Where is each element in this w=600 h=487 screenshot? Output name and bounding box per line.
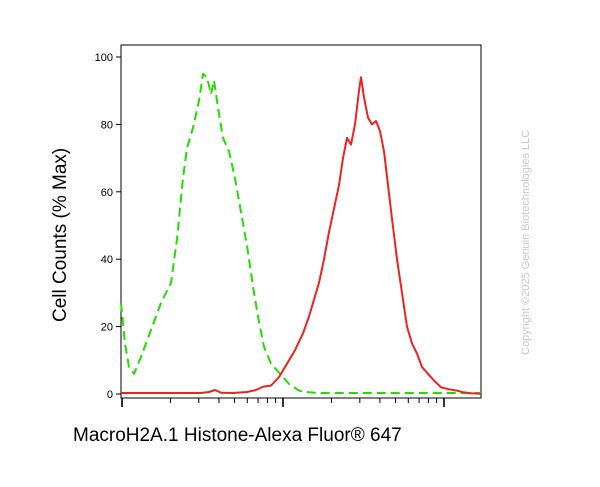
y-tick-label: 80 (101, 119, 113, 131)
y-axis: 0 20 40 60 80 100 (95, 52, 121, 401)
copyright-watermark: Copyright ©2025 Genuin Biotechnologies L… (520, 130, 532, 355)
y-tick-label: 20 (101, 322, 113, 334)
series-2-line (121, 76, 482, 395)
y-tick-label: 0 (107, 389, 113, 401)
x-axis-title: MacroH2A.1 Histone-Alexa Fluor® 647 (73, 425, 402, 446)
y-tick-label: 60 (101, 187, 113, 199)
y-tick-label: 100 (95, 52, 113, 64)
plot-frame (120, 44, 482, 399)
series-layer (120, 72, 482, 395)
y-tick-label: 40 (101, 254, 113, 266)
y-axis-title: Cell Counts (% Max) (50, 148, 71, 322)
plot-area (120, 44, 482, 399)
x-axis (121, 398, 445, 407)
series-1-line (120, 72, 481, 394)
